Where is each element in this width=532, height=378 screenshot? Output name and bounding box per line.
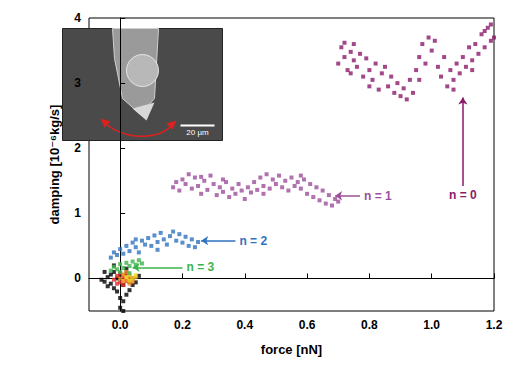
svg-text:0.2: 0.2 [174, 318, 191, 332]
svg-text:n = 0: n = 0 [449, 188, 477, 202]
svg-text:2: 2 [74, 141, 81, 155]
svg-text:1.2: 1.2 [486, 318, 503, 332]
svg-text:3: 3 [74, 76, 81, 90]
svg-text:0.0: 0.0 [112, 318, 129, 332]
svg-text:0: 0 [74, 271, 81, 285]
svg-text:0.8: 0.8 [361, 318, 378, 332]
svg-text:n = 3: n = 3 [186, 260, 214, 274]
svg-text:1: 1 [74, 206, 81, 220]
svg-text:0.4: 0.4 [236, 318, 253, 332]
svg-text:0.6: 0.6 [299, 318, 316, 332]
svg-text:n = 2: n = 2 [239, 234, 267, 248]
svg-text:n = 1: n = 1 [364, 189, 392, 203]
svg-text:20 µm: 20 µm [186, 128, 209, 137]
svg-text:force [nN]: force [nN] [261, 342, 322, 357]
svg-text:damping [10⁻⁶kg/s]: damping [10⁻⁶kg/s] [47, 105, 62, 225]
svg-text:1.0: 1.0 [423, 318, 440, 332]
svg-text:4: 4 [74, 11, 81, 25]
